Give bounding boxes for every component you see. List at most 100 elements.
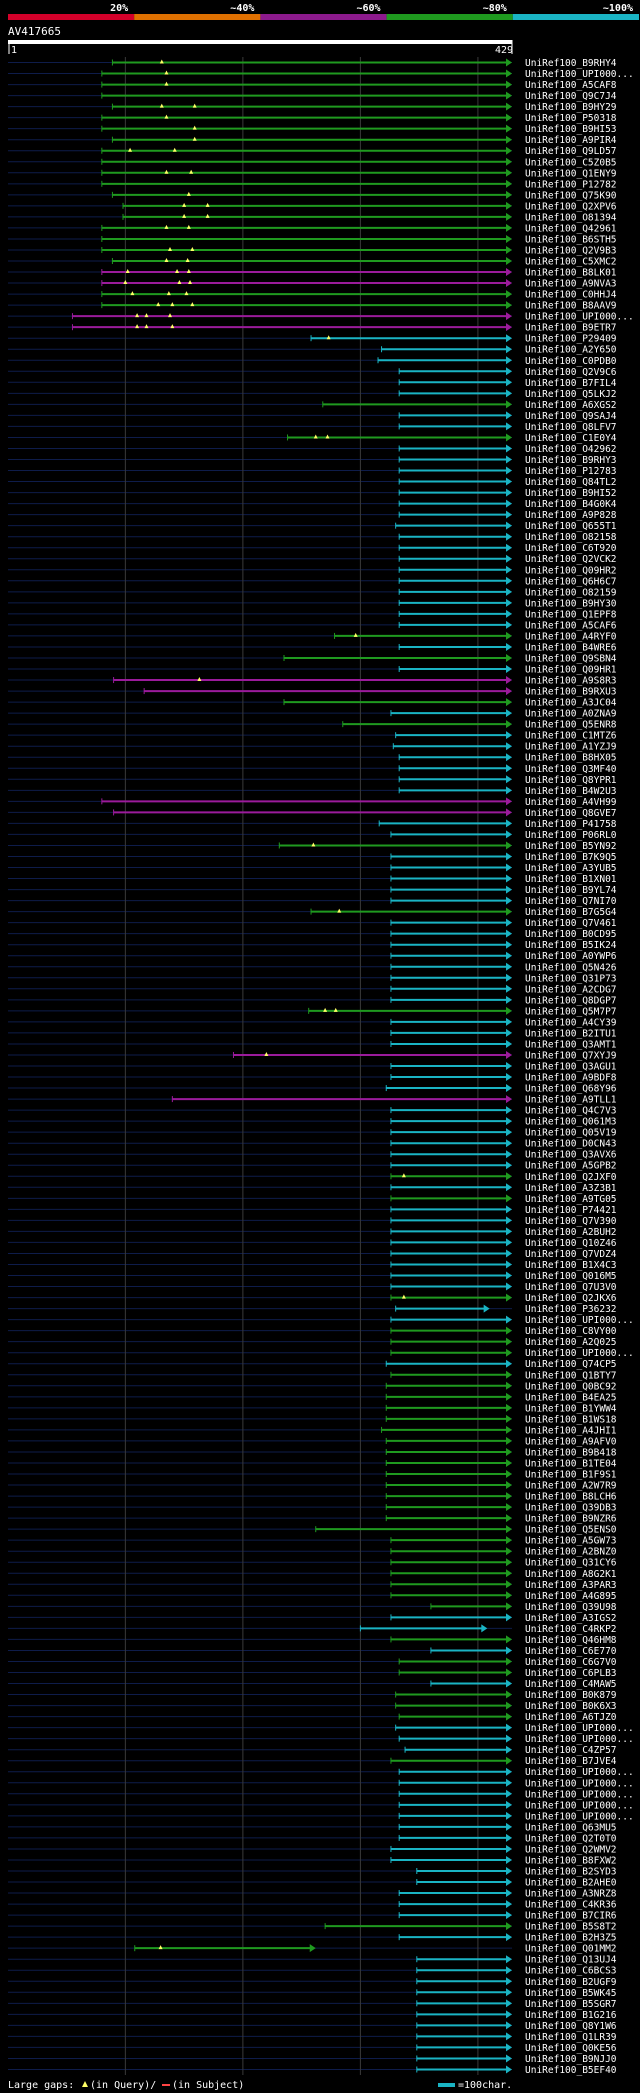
hit-label[interactable]: UniRef100_B7FIL4 [525,378,617,389]
hit-label[interactable]: UniRef100_B1F9S1 [525,1470,617,1481]
hit-label[interactable]: UniRef100_B9HI52 [525,488,617,499]
hit-label[interactable]: UniRef100_B2SYD3 [525,1866,617,1877]
hit-label[interactable]: UniRef100_A5GW73 [525,1536,617,1547]
hit-label[interactable]: UniRef100_Q09HR2 [525,565,617,576]
hit-label[interactable]: UniRef100_Q3AVX6 [525,1150,617,1161]
hit-label[interactable]: UniRef100_B4EA25 [525,1392,617,1403]
hit-label[interactable]: UniRef100_UPI000... [525,69,634,80]
hit-label[interactable]: UniRef100_B7K9Q5 [525,852,617,863]
hit-label[interactable]: UniRef100_B1TE04 [525,1458,617,1469]
hit-label[interactable]: UniRef100_UPI000... [525,1767,634,1778]
hit-label[interactable]: UniRef100_A9TLL1 [525,1095,617,1106]
hit-label[interactable]: UniRef100_Q9SBN4 [525,653,617,664]
hit-label[interactable]: UniRef100_Q9C7J4 [525,91,617,102]
hit-label[interactable]: UniRef100_P41758 [525,819,617,830]
hit-label[interactable]: UniRef100_Q7U3V0 [525,1282,617,1293]
hit-label[interactable]: UniRef100_B1WS18 [525,1414,617,1425]
hit-label[interactable]: UniRef100_A3YUB5 [525,863,617,874]
hit-label[interactable]: UniRef100_P29409 [525,334,617,345]
hit-label[interactable]: UniRef100_B9RXU3 [525,687,617,698]
hit-label[interactable]: UniRef100_B9NJJ0 [525,2054,617,2065]
hit-label[interactable]: UniRef100_C5Z0B5 [525,157,617,168]
hit-label[interactable]: UniRef100_UPI000... [525,1789,634,1800]
hit-label[interactable]: UniRef100_B1G216 [525,2010,617,2021]
hit-label[interactable]: UniRef100_B5WK45 [525,1988,617,1999]
hit-label[interactable]: UniRef100_B9RHY4 [525,58,617,69]
hit-label[interactable]: UniRef100_C4RKP2 [525,1624,617,1635]
hit-label[interactable]: UniRef100_A4G895 [525,1591,617,1602]
hit-label[interactable]: UniRef100_B8AAV9 [525,301,617,312]
hit-label[interactable]: UniRef100_B6STH5 [525,234,617,245]
hit-label[interactable]: UniRef100_A0YWP6 [525,951,617,962]
hit-label[interactable]: UniRef100_A5CAF6 [525,620,617,631]
hit-label[interactable]: UniRef100_Q5LKJ2 [525,389,617,400]
hit-label[interactable]: UniRef100_C6E770 [525,1646,617,1657]
hit-label[interactable]: UniRef100_Q7V461 [525,918,617,929]
hit-label[interactable]: UniRef100_B7G5G4 [525,907,617,918]
hit-label[interactable]: UniRef100_A4RYF0 [525,631,617,642]
hit-label[interactable]: UniRef100_A6XGS2 [525,400,617,411]
hit-label[interactable]: UniRef100_P12783 [525,466,617,477]
hit-label[interactable]: UniRef100_C4KR36 [525,1900,617,1911]
hit-label[interactable]: UniRef100_A2Y650 [525,345,617,356]
hit-label[interactable]: UniRef100_C8VY00 [525,1326,617,1337]
hit-label[interactable]: UniRef100_Q10Z46 [525,1238,617,1249]
hit-label[interactable]: UniRef100_A5GPB2 [525,1161,617,1172]
hit-label[interactable]: UniRef100_Q42961 [525,223,617,234]
hit-label[interactable]: UniRef100_Q5ENR8 [525,720,617,731]
hit-label[interactable]: UniRef100_A2CDG7 [525,984,617,995]
hit-label[interactable]: UniRef100_UPI000... [525,1800,634,1811]
hit-label[interactable]: UniRef100_B5S8T2 [525,1922,617,1933]
hit-label[interactable]: UniRef100_UPI000... [525,1315,634,1326]
hit-label[interactable]: UniRef100_B9HI53 [525,124,617,135]
hit-label[interactable]: UniRef100_B0K879 [525,1690,617,1701]
hit-label[interactable]: UniRef100_C6T920 [525,543,617,554]
hit-label[interactable]: UniRef100_B0K6X3 [525,1701,617,1712]
hit-label[interactable]: UniRef100_Q01MM2 [525,1944,617,1955]
hit-label[interactable]: UniRef100_B9B418 [525,1447,617,1458]
hit-label[interactable]: UniRef100_B9RHY3 [525,455,617,466]
hit-label[interactable]: UniRef100_A8G2K1 [525,1569,617,1580]
hit-label[interactable]: UniRef100_B5YN92 [525,841,617,852]
hit-label[interactable]: UniRef100_Q7VDZ4 [525,1249,617,1260]
hit-label[interactable]: UniRef100_A9P828 [525,510,617,521]
hit-label[interactable]: UniRef100_Q2VCK2 [525,554,617,565]
hit-label[interactable]: UniRef100_Q1EPF8 [525,609,617,620]
hit-label[interactable]: UniRef100_P06RL0 [525,830,617,841]
hit-label[interactable]: UniRef100_Q9LD57 [525,146,617,157]
hit-label[interactable]: UniRef100_Q2WMV2 [525,1844,617,1855]
hit-label[interactable]: UniRef100_C6BCS3 [525,1966,617,1977]
hit-label[interactable]: UniRef100_A6TJZ0 [525,1712,617,1723]
hit-label[interactable]: UniRef100_Q2XPV6 [525,201,617,212]
hit-label[interactable]: UniRef100_A4JHI1 [525,1425,617,1436]
hit-label[interactable]: UniRef100_A2Q025 [525,1337,617,1348]
hit-label[interactable]: UniRef100_B2AHE0 [525,1878,617,1889]
hit-label[interactable]: UniRef100_B5EF40 [525,2065,617,2076]
hit-label[interactable]: UniRef100_Q84TL2 [525,477,617,488]
hit-label[interactable]: UniRef100_Q39U98 [525,1602,617,1613]
hit-label[interactable]: UniRef100_Q7NI70 [525,896,617,907]
hit-label[interactable]: UniRef100_A9AFV0 [525,1436,617,1447]
hit-label[interactable]: UniRef100_Q8DGP7 [525,995,617,1006]
hit-label[interactable]: UniRef100_Q3AGU1 [525,1062,617,1073]
hit-label[interactable]: UniRef100_B9NZR6 [525,1514,617,1525]
hit-label[interactable]: UniRef100_O82159 [525,587,617,598]
hit-label[interactable]: UniRef100_Q2JKX6 [525,1293,617,1304]
hit-label[interactable]: UniRef100_Q1LR39 [525,2032,617,2043]
hit-label[interactable]: UniRef100_B9YL74 [525,885,617,896]
hit-label[interactable]: UniRef100_Q7XYJ9 [525,1050,617,1061]
hit-label[interactable]: UniRef100_B8FXW2 [525,1855,617,1866]
hit-label[interactable]: UniRef100_Q13UJ4 [525,1955,617,1966]
hit-label[interactable]: UniRef100_C0HHJ4 [525,290,617,301]
hit-label[interactable]: UniRef100_Q061M3 [525,1117,617,1128]
hit-label[interactable]: UniRef100_O81394 [525,212,617,223]
hit-label[interactable]: UniRef100_UPI000... [525,1778,634,1789]
hit-label[interactable]: UniRef100_B1YWW4 [525,1403,617,1414]
hit-label[interactable]: UniRef100_Q3MF40 [525,764,617,775]
hit-label[interactable]: UniRef100_C4MAW5 [525,1679,617,1690]
hit-label[interactable]: UniRef100_O42962 [525,444,617,455]
hit-label[interactable]: UniRef100_A4VH99 [525,797,617,808]
hit-label[interactable]: UniRef100_B8LK01 [525,268,617,279]
hit-label[interactable]: UniRef100_B4G0K4 [525,499,617,510]
hit-label[interactable]: UniRef100_Q8YPR1 [525,775,617,786]
